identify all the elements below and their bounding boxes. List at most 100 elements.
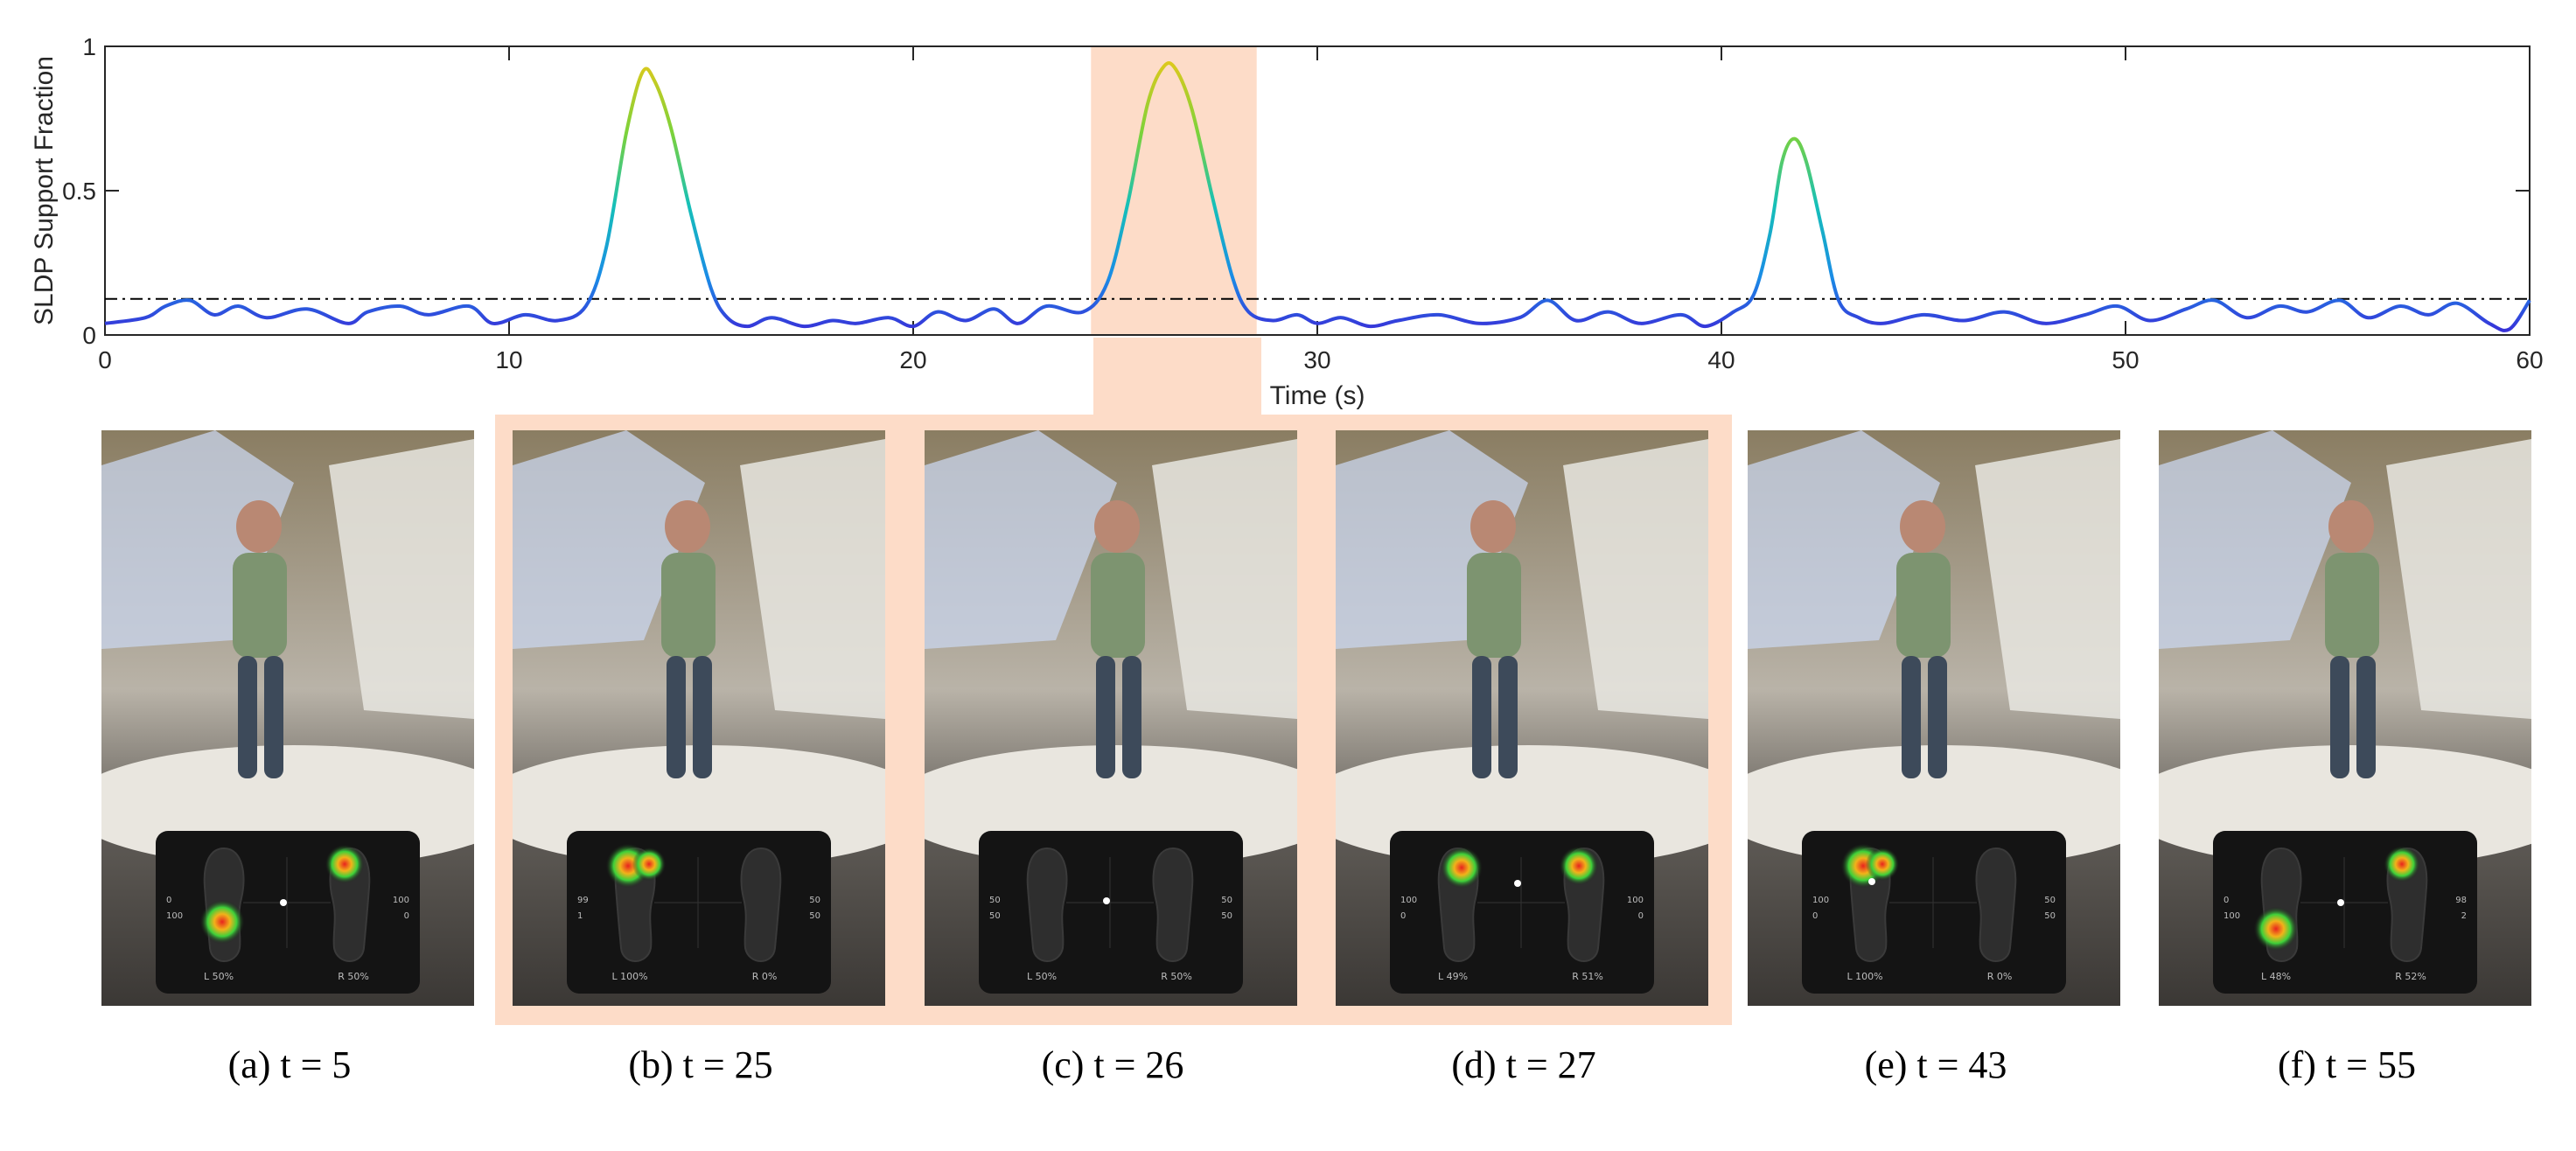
right-load-value: R 51%	[1572, 971, 1603, 982]
pressure-heat-spot	[632, 847, 667, 882]
person-head	[665, 500, 710, 553]
right-footprint	[1152, 847, 1194, 962]
person-leg-right	[2356, 656, 2376, 778]
panel-caption: (c) t = 26	[1041, 1043, 1184, 1086]
panel-caption: (f) t = 55	[2278, 1043, 2416, 1086]
y-tick-label: 0.5	[62, 178, 96, 205]
right-load-value: R 52%	[2395, 971, 2426, 982]
right-scale-bottom: 50	[2044, 911, 2056, 921]
left-scale-bottom: 0	[1812, 911, 1818, 921]
curtain-right	[1152, 439, 1297, 719]
center-of-pressure-dot	[1514, 880, 1521, 887]
right-scale-bottom: 50	[809, 911, 820, 921]
center-of-pressure-dot	[1868, 878, 1875, 885]
photo-panel: 50 50 50 50 L 50% R 50%	[925, 430, 1297, 1006]
pressure-heat-spot	[1441, 847, 1483, 889]
x-tick-label: 10	[495, 346, 522, 373]
person-head	[1094, 500, 1140, 553]
right-footprint	[1975, 847, 2017, 962]
person-torso	[1467, 553, 1521, 658]
photo-panel: 0 100 98 2 L 48% R 52%	[2159, 430, 2531, 1006]
panel-caption: (e) t = 43	[1864, 1043, 2007, 1086]
pressure-overlay: 50 50 50 50 L 50% R 50%	[979, 831, 1243, 994]
pressure-overlay: 99 1 50 50 L 100% R 0%	[567, 831, 831, 994]
person-torso	[661, 553, 716, 658]
photo-panel: 100 0 50 50 L 100% R 0%	[1748, 430, 2120, 1006]
right-load-value: R 0%	[1987, 971, 2013, 982]
y-tick-label: 1	[82, 33, 96, 60]
left-load-value: L 50%	[204, 971, 234, 982]
curtain-left	[925, 430, 1117, 649]
x-tick-labels: 0 10 20 30 40 50 60	[98, 346, 2543, 373]
left-scale-bottom: 50	[989, 911, 1001, 921]
right-scale-bottom: 50	[1221, 911, 1232, 921]
y-tick-label: 0	[82, 322, 96, 349]
left-scale-top: 50	[989, 896, 1001, 905]
y-tick-labels: 00.51	[62, 33, 96, 349]
curtain-right	[2386, 439, 2531, 719]
left-footprint	[1026, 847, 1068, 962]
right-scale-bottom: 0	[404, 911, 409, 921]
person-leg-right	[693, 656, 712, 778]
curtain-left	[513, 430, 705, 649]
person-head	[1900, 500, 1945, 553]
left-scale-top: 100	[1812, 896, 1829, 905]
center-of-pressure-dot	[1103, 897, 1110, 904]
left-scale-top: 0	[166, 896, 171, 905]
right-scale-top: 50	[809, 896, 820, 905]
y-axis-label: SLDP Support Fraction	[30, 56, 59, 325]
left-load-value: L 100%	[611, 971, 647, 982]
person-head	[236, 500, 282, 553]
person-head	[2328, 500, 2374, 553]
left-scale-top: 100	[1400, 896, 1417, 905]
pressure-overlay: 100 0 50 50 L 100% R 0%	[1802, 831, 2066, 994]
person-leg-left	[238, 656, 257, 778]
x-tick-label: 20	[899, 346, 926, 373]
person-leg-left	[667, 656, 686, 778]
person-torso	[1091, 553, 1145, 658]
pressure-heat-spot	[2253, 906, 2299, 952]
photo-panel: 0 100 100 0 L 50% R 50%	[101, 430, 474, 1006]
right-scale-top: 50	[2044, 896, 2056, 905]
pressure-heat-spot	[1865, 847, 1900, 882]
person-leg-right	[1122, 656, 1141, 778]
right-scale-bottom: 0	[1638, 911, 1644, 921]
right-scale-top: 98	[2455, 896, 2467, 905]
person-torso	[1896, 553, 1951, 658]
curtain-right	[1975, 439, 2120, 719]
left-scale-top: 99	[577, 896, 589, 905]
pressure-heat-spot	[199, 899, 245, 945]
curtain-right	[740, 439, 885, 719]
person-leg-left	[1472, 656, 1491, 778]
x-tick-label: 60	[2516, 346, 2543, 373]
x-tick-label: 0	[98, 346, 112, 373]
person-leg-left	[2330, 656, 2349, 778]
panel-caption: (d) t = 27	[1451, 1043, 1596, 1086]
right-scale-top: 100	[393, 896, 409, 905]
center-of-pressure-dot	[2337, 899, 2344, 906]
axis-ticks	[104, 45, 2531, 336]
person-torso	[233, 553, 287, 658]
right-scale-bottom: 2	[2461, 911, 2467, 921]
right-load-value: R 50%	[338, 971, 369, 982]
left-scale-bottom: 0	[1400, 911, 1406, 921]
plot-area-frame	[104, 45, 2531, 336]
left-load-value: L 48%	[2261, 971, 2291, 982]
panel-caption: (a) t = 5	[227, 1043, 352, 1086]
pressure-overlay: 0 100 100 0 L 50% R 50%	[156, 831, 420, 994]
pressure-heat-spot	[1559, 846, 1599, 886]
curtain-left	[1748, 430, 1940, 649]
person-leg-right	[1928, 656, 1947, 778]
x-tick-label: 40	[1707, 346, 1735, 373]
left-scale-bottom: 100	[2223, 911, 2240, 921]
pressure-heat-spot	[325, 844, 365, 884]
curtain-left	[2159, 430, 2351, 649]
x-tick-label: 30	[1303, 346, 1330, 373]
left-load-value: L 50%	[1027, 971, 1057, 982]
x-axis-label: Time (s)	[1270, 381, 1365, 410]
right-scale-top: 100	[1627, 896, 1644, 905]
left-load-value: L 49%	[1438, 971, 1468, 982]
photo-panel: 100 0 100 0 L 49% R 51%	[1336, 430, 1708, 1006]
pressure-overlay: 100 0 100 0 L 49% R 51%	[1390, 831, 1654, 994]
support-fraction-chart: 0 10 20 30 40 50 60 00.51 Time (s) SLDP Suppor…	[30, 33, 2544, 410]
